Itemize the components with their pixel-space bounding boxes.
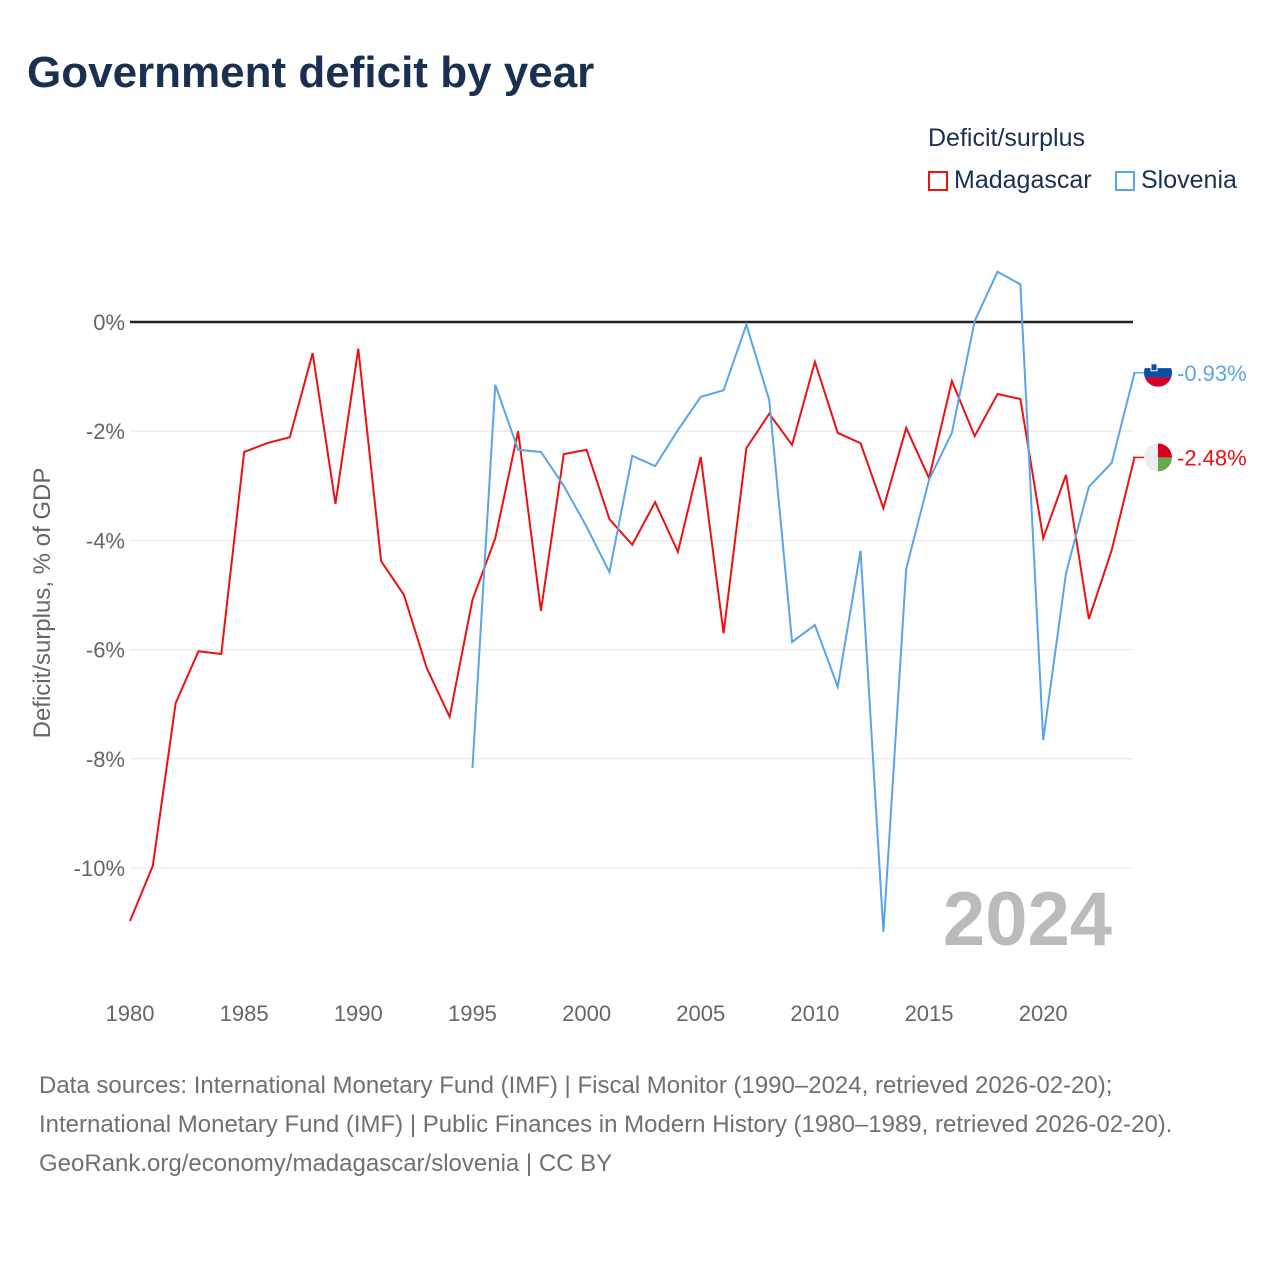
flag-stripe xyxy=(1158,457,1172,472)
legend-item-madagascar[interactable]: Madagascar xyxy=(928,166,1092,195)
y-tick-label: -4% xyxy=(86,528,125,553)
source-link[interactable]: GeoRank.org/economy/madagascar/slovenia … xyxy=(39,1150,613,1177)
x-tick-label: 1985 xyxy=(220,1001,269,1026)
legend-title: Deficit/surplus xyxy=(928,124,1085,152)
footer: Data sources: International Monetary Fun… xyxy=(39,1066,1239,1183)
x-tick-label: 1995 xyxy=(448,1001,497,1026)
flag-stripe xyxy=(1144,368,1172,378)
flag-icon-madagascar xyxy=(1144,443,1172,472)
chart-title: Government deficit by year xyxy=(27,48,595,97)
y-tick-label: -6% xyxy=(86,638,125,663)
y-tick-label: -10% xyxy=(74,856,125,881)
x-tick-label: 2010 xyxy=(790,1001,839,1026)
end-value-label: -2.48% xyxy=(1177,445,1247,470)
series-line-madagascar xyxy=(129,348,1136,922)
y-tick-label: 0% xyxy=(93,310,125,335)
x-tick-label: 2000 xyxy=(562,1001,611,1026)
legend-swatch xyxy=(1115,170,1135,191)
series-line-slovenia xyxy=(471,270,1136,932)
flag-body xyxy=(1144,443,1172,472)
y-axis-label: Deficit/surplus, % of GDP xyxy=(29,468,56,739)
legend-swatch xyxy=(928,170,948,191)
flag-coat-of-arms xyxy=(1150,363,1158,372)
legend-label: Madagascar xyxy=(954,166,1092,194)
end-value-label: -0.93% xyxy=(1177,361,1247,386)
x-tick-label: 1990 xyxy=(334,1001,383,1026)
flag-stripe xyxy=(1158,443,1172,458)
flag-icon-slovenia xyxy=(1144,358,1172,387)
x-tick-label: 2015 xyxy=(905,1001,954,1026)
y-tick-label: -2% xyxy=(86,419,125,444)
line-chart: 0% -2% -4% -6% -8% -10% 1980 1985 1990 1995 2000 20… xyxy=(29,270,1247,1026)
year-watermark: 2024 xyxy=(943,877,1112,962)
y-tick-label: -8% xyxy=(86,747,125,772)
data-sources: Data sources: International Monetary Fun… xyxy=(39,1072,1173,1138)
legend-label: Slovenia xyxy=(1141,166,1237,194)
flag-stripe xyxy=(1144,377,1172,387)
x-tick-label: 2020 xyxy=(1019,1001,1068,1026)
x-tick-label: 1980 xyxy=(106,1001,155,1026)
flag-body xyxy=(1144,358,1172,387)
legend-item-slovenia[interactable]: Slovenia xyxy=(1115,166,1237,195)
flag-stripe xyxy=(1144,358,1172,369)
x-tick-label: 2005 xyxy=(676,1001,725,1026)
